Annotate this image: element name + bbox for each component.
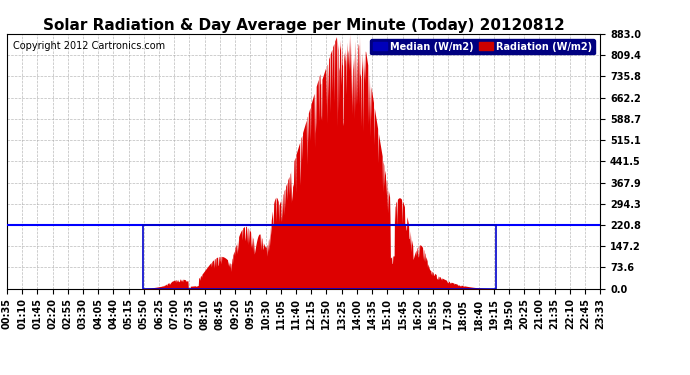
Legend: Median (W/m2), Radiation (W/m2): Median (W/m2), Radiation (W/m2) [370,39,595,54]
Text: Copyright 2012 Cartronics.com: Copyright 2012 Cartronics.com [13,41,165,51]
Bar [143,225,495,289]
Title: Solar Radiation & Day Average per Minute (Today) 20120812: Solar Radiation & Day Average per Minute… [43,18,564,33]
